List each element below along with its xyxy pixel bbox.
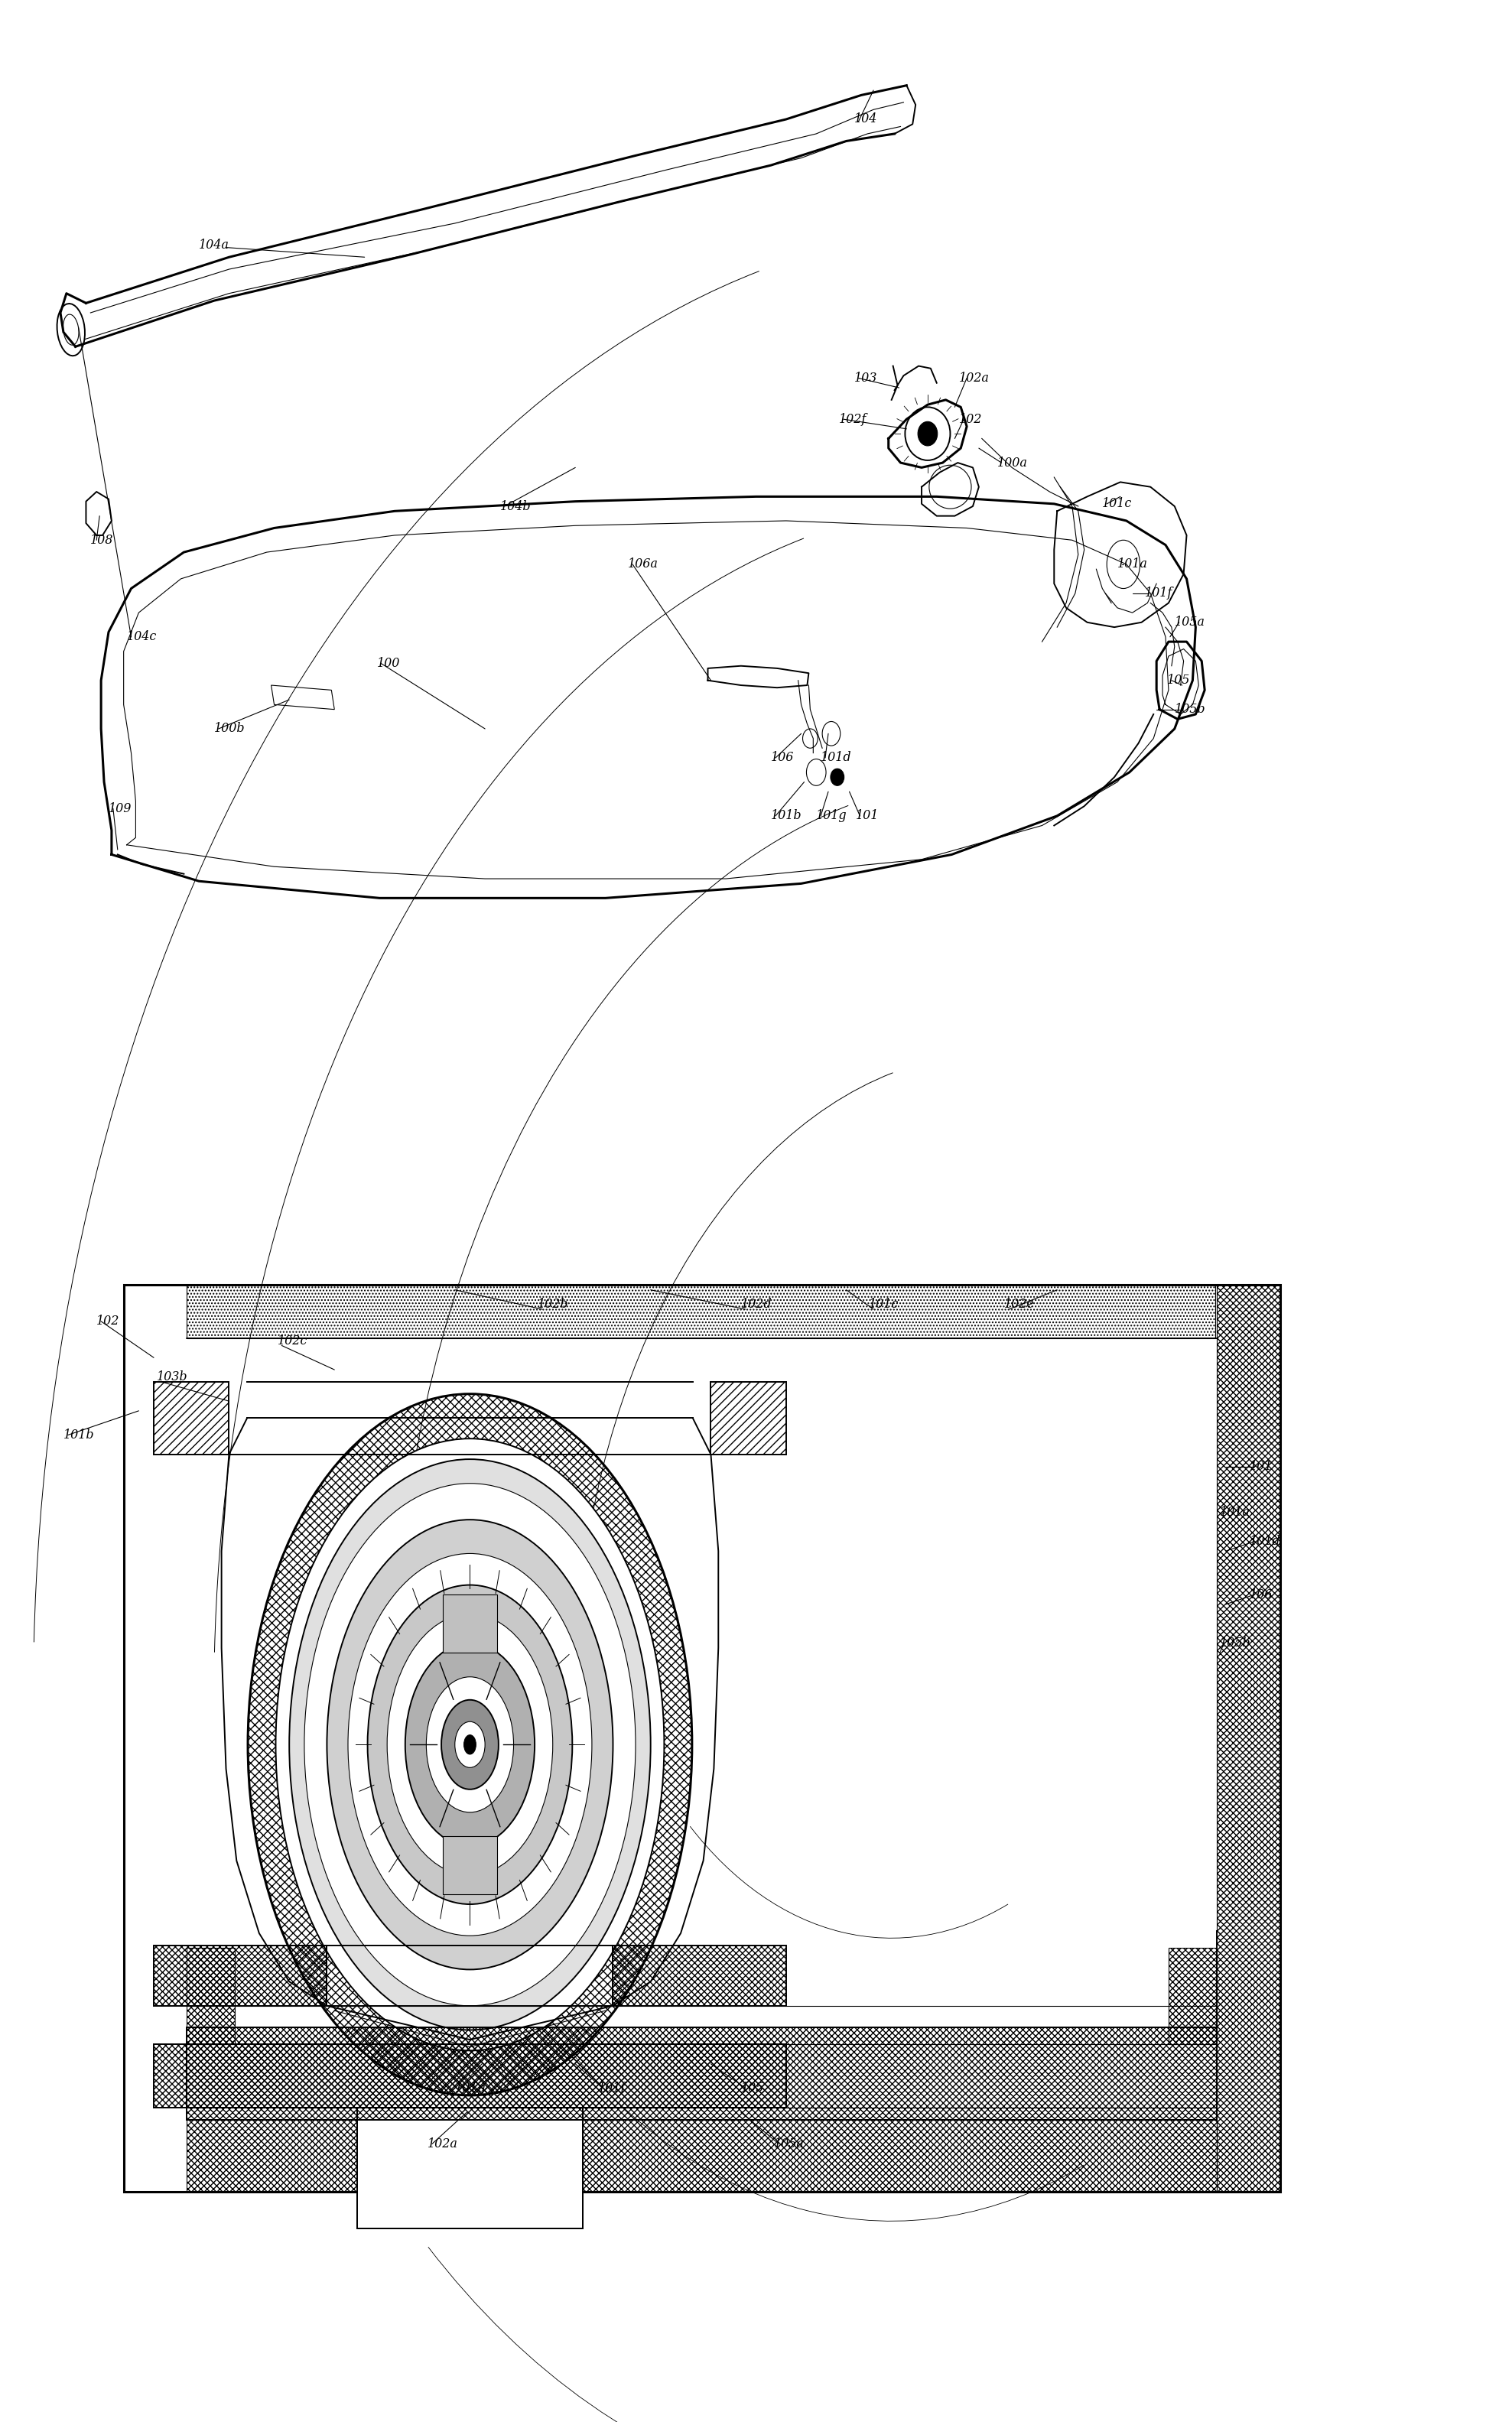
Ellipse shape — [275, 1438, 664, 2052]
Text: 102b: 102b — [538, 1297, 569, 1312]
Text: 106a: 106a — [627, 558, 659, 570]
Text: 100a: 100a — [996, 456, 1027, 468]
Bar — [443, 1596, 497, 1654]
Ellipse shape — [327, 1520, 612, 1969]
Text: 104: 104 — [854, 114, 877, 126]
Text: 103: 103 — [854, 371, 877, 386]
Text: 101b: 101b — [771, 810, 803, 822]
Text: 105: 105 — [741, 2081, 764, 2095]
Bar — [154, 2044, 786, 2107]
Ellipse shape — [289, 1460, 650, 2030]
Text: 102a: 102a — [959, 371, 990, 386]
Bar — [443, 1836, 497, 1894]
Text: 105b: 105b — [1220, 1637, 1250, 1649]
Text: 101d: 101d — [821, 752, 851, 764]
Text: 100: 100 — [376, 657, 399, 669]
Bar — [187, 1285, 1216, 1339]
Ellipse shape — [348, 1554, 591, 1935]
Text: 101a: 101a — [1117, 558, 1148, 570]
Ellipse shape — [367, 1586, 573, 1904]
Bar — [711, 1382, 786, 1455]
Ellipse shape — [464, 1734, 476, 1753]
Text: 102c: 102c — [277, 1334, 307, 1348]
Text: 102e: 102e — [1004, 1297, 1034, 1312]
Text: 101d: 101d — [1250, 1535, 1281, 1547]
Text: 108: 108 — [91, 534, 113, 546]
Text: 101c: 101c — [869, 1297, 900, 1312]
Text: 102: 102 — [97, 1314, 119, 1329]
Bar — [187, 1947, 234, 2044]
Text: 105b: 105b — [1175, 703, 1205, 715]
Text: 105a: 105a — [774, 2136, 804, 2151]
Ellipse shape — [426, 1676, 514, 1811]
Text: 104a: 104a — [200, 238, 230, 252]
Text: 101: 101 — [1250, 1460, 1273, 1472]
Text: 102f: 102f — [839, 412, 866, 427]
Text: 101c: 101c — [1102, 497, 1132, 509]
Ellipse shape — [405, 1644, 535, 1845]
Bar — [124, 1285, 1281, 2192]
Text: 101g: 101g — [816, 810, 847, 822]
Bar — [1217, 1285, 1281, 2192]
Text: 106: 106 — [1250, 1588, 1273, 1600]
Text: 103b: 103b — [157, 1370, 187, 1385]
Text: 102d: 102d — [741, 1297, 773, 1312]
Text: 101b: 101b — [64, 1428, 94, 1440]
Text: 106: 106 — [771, 752, 794, 764]
Text: 102: 102 — [959, 412, 983, 427]
Text: 101f: 101f — [1145, 587, 1172, 599]
Bar — [154, 1945, 327, 2005]
Ellipse shape — [918, 422, 937, 446]
Ellipse shape — [304, 1484, 635, 2005]
Ellipse shape — [387, 1615, 553, 1875]
Text: 105a: 105a — [1175, 616, 1205, 628]
Text: 100b: 100b — [215, 723, 245, 735]
Text: 109: 109 — [109, 803, 132, 815]
Bar — [357, 2107, 582, 2229]
Text: 104c: 104c — [127, 630, 157, 643]
Ellipse shape — [455, 1722, 485, 1768]
Ellipse shape — [442, 1700, 499, 1790]
Bar — [187, 2027, 1217, 2119]
Text: 102a: 102a — [428, 2136, 458, 2151]
Ellipse shape — [830, 769, 844, 786]
Text: 104b: 104b — [500, 500, 531, 512]
Bar — [187, 2119, 1217, 2192]
Bar — [327, 1945, 612, 2005]
Bar — [612, 1945, 786, 2005]
Text: 101: 101 — [856, 810, 878, 822]
Text: 105: 105 — [1167, 674, 1190, 686]
Text: 101f: 101f — [597, 2081, 626, 2095]
Text: 101g: 101g — [455, 2081, 485, 2095]
Text: 101a: 101a — [1220, 1506, 1250, 1518]
Bar — [1169, 1947, 1217, 2044]
Bar — [154, 1382, 228, 1455]
